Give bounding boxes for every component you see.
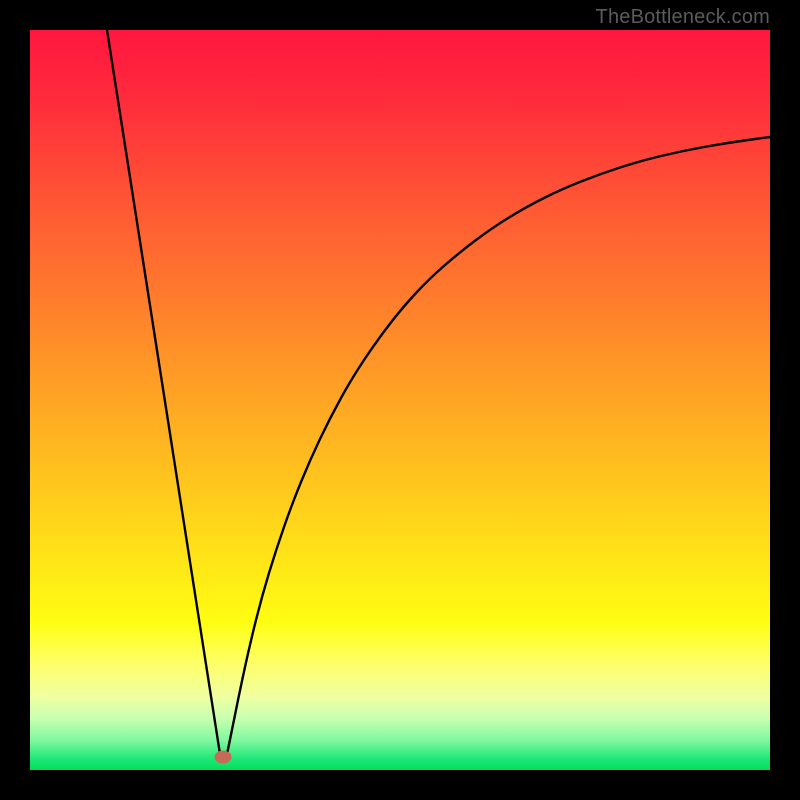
chart-svg [30,30,770,770]
watermark-label: TheBottleneck.com [596,6,770,29]
gradient-background [30,30,770,770]
plot-area [30,30,770,770]
minimum-marker [215,751,232,764]
chart-frame: TheBottleneck.com [0,0,800,800]
